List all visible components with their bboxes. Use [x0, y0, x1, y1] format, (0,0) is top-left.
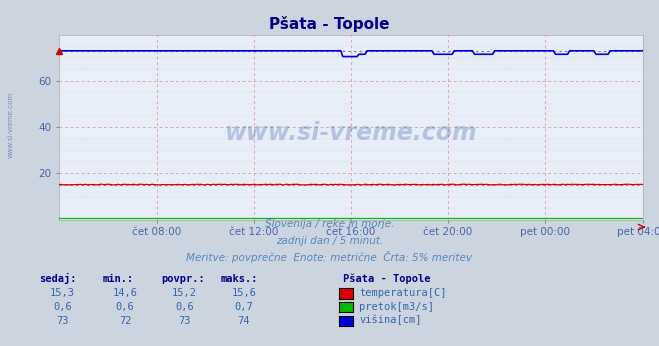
Text: zadnji dan / 5 minut.: zadnji dan / 5 minut. [276, 236, 383, 246]
Text: 0,6: 0,6 [175, 302, 194, 312]
Text: www.si-vreme.com: www.si-vreme.com [8, 91, 14, 158]
Text: min.:: min.: [102, 274, 133, 284]
Text: 0,7: 0,7 [235, 302, 253, 312]
Text: 72: 72 [119, 316, 131, 326]
Text: www.si-vreme.com: www.si-vreme.com [225, 121, 477, 145]
Text: Pšata - Topole: Pšata - Topole [343, 273, 430, 284]
Text: 73: 73 [179, 316, 190, 326]
Text: Meritve: povprečne  Enote: metrične  Črta: 5% meritev: Meritve: povprečne Enote: metrične Črta:… [186, 251, 473, 263]
Text: Pšata - Topole: Pšata - Topole [270, 16, 389, 31]
Text: maks.:: maks.: [221, 274, 258, 284]
Text: 0,6: 0,6 [53, 302, 72, 312]
Text: 15,6: 15,6 [231, 288, 256, 298]
Text: temperatura[C]: temperatura[C] [359, 288, 447, 298]
Text: 14,6: 14,6 [113, 288, 138, 298]
Text: 0,6: 0,6 [116, 302, 134, 312]
Text: 15,3: 15,3 [50, 288, 75, 298]
Text: pretok[m3/s]: pretok[m3/s] [359, 302, 434, 312]
Text: Slovenija / reke in morje.: Slovenija / reke in morje. [265, 219, 394, 229]
Text: 15,2: 15,2 [172, 288, 197, 298]
Text: sedaj:: sedaj: [40, 273, 77, 284]
Text: 73: 73 [57, 316, 69, 326]
Text: višina[cm]: višina[cm] [359, 315, 422, 326]
Text: povpr.:: povpr.: [161, 274, 205, 284]
Text: 74: 74 [238, 316, 250, 326]
